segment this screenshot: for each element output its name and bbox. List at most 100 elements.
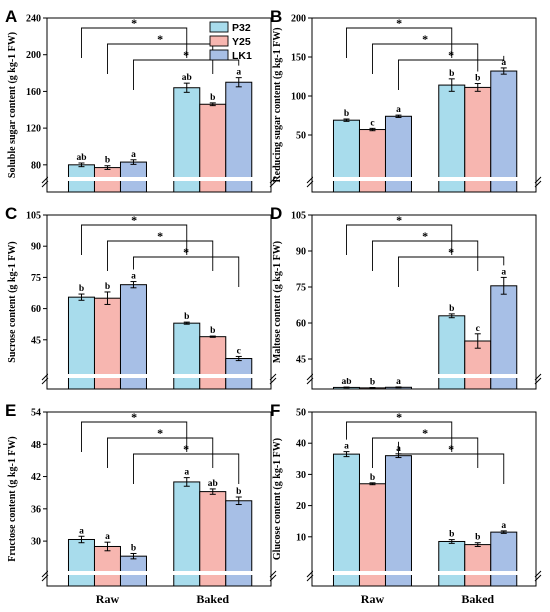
significance-letter: b: [449, 530, 454, 540]
legend-label: LK1: [232, 50, 252, 62]
significance-letter: b: [236, 487, 241, 497]
significance-star: *: [396, 410, 402, 424]
axis-break-mark: [269, 574, 277, 582]
bar-y25-baked: [464, 86, 492, 193]
y-tick-label: 80: [31, 160, 41, 171]
significance-letter: a: [501, 267, 506, 277]
significance-letter: b: [79, 284, 84, 294]
significance-bracket: [133, 59, 240, 90]
significance-letter: a: [396, 377, 401, 387]
bar-p32-raw: [67, 538, 95, 587]
significance-letter: b: [370, 378, 375, 388]
axis-break-mark: [41, 574, 49, 582]
y-tick-label: 54: [31, 408, 41, 419]
panel-label: B: [270, 7, 282, 26]
bar-y25-baked: [464, 544, 492, 587]
significance-star: *: [396, 16, 402, 30]
y-tick-label: 150: [291, 53, 306, 64]
bar-lk1-raw: [119, 284, 147, 390]
axis-break-mark: [534, 176, 542, 184]
significance-star: *: [422, 426, 428, 440]
significance-bracket: [107, 240, 214, 271]
significance-bracket: [346, 224, 453, 255]
axis-break-mark: [269, 373, 277, 381]
significance-letter: b: [105, 282, 110, 292]
significance-letter: b: [210, 326, 215, 336]
bar-p32-baked: [173, 481, 201, 587]
break-band: [48, 571, 270, 575]
significance-star: *: [157, 32, 163, 46]
legend-label: P32: [232, 22, 251, 34]
axis-break-mark: [306, 377, 314, 385]
break-band: [48, 177, 270, 181]
y-tick-label: 160: [26, 87, 41, 98]
legend-label: Y25: [232, 36, 251, 48]
significance-star: *: [422, 32, 428, 46]
bar-lk1-raw: [384, 455, 412, 587]
panel-label: E: [5, 401, 16, 420]
x-category-label: Raw: [96, 592, 120, 606]
y-tick-label: 45: [31, 335, 41, 346]
significance-letter: a: [184, 468, 189, 478]
axis-break-mark: [306, 574, 314, 582]
y-tick-label: 30: [296, 470, 306, 481]
significance-letter: c: [370, 118, 374, 128]
y-axis-label: Glucose content (g kg-1 FW): [272, 438, 283, 560]
significance-star: *: [157, 229, 163, 243]
axis-break-mark: [269, 180, 277, 188]
bar-p32-baked: [173, 87, 201, 193]
significance-bracket: [372, 43, 479, 74]
axis-break-mark: [41, 377, 49, 385]
plot-frame: [311, 17, 537, 193]
legend-swatch-y25: [209, 35, 229, 47]
y-tick-label: 200: [291, 14, 306, 25]
axis-break-mark: [41, 570, 49, 578]
y-tick-label: 40: [296, 439, 306, 450]
significance-star: *: [131, 213, 137, 227]
significance-star: *: [448, 245, 454, 259]
y-tick-label: 120: [26, 124, 41, 135]
significance-star: *: [183, 48, 189, 62]
significance-letter: b: [449, 69, 454, 79]
panel-a: 80 120 160 200 240 ab ab b b a a * * * A Soluble sugar …: [5, 7, 277, 193]
y-tick-label: 90: [296, 247, 306, 258]
plot-frame: [311, 214, 537, 390]
bar-lk1-baked: [490, 285, 518, 390]
significance-letter: b: [370, 473, 375, 483]
y-tick-label: 240: [26, 14, 41, 25]
significance-letter: ab: [341, 377, 351, 387]
significance-letter: a: [396, 105, 401, 115]
significance-letter: b: [449, 304, 454, 314]
significance-bracket: [372, 240, 479, 271]
y-tick-label: 45: [296, 355, 306, 366]
significance-bracket: [346, 421, 453, 452]
significance-letter: a: [501, 521, 506, 531]
significance-bracket: [107, 43, 214, 74]
x-category-label: Raw: [361, 592, 385, 606]
bar-lk1-baked: [225, 81, 253, 193]
significance-letter: a: [131, 272, 136, 282]
bar-y25-raw: [93, 297, 121, 390]
axis-break-mark: [269, 176, 277, 184]
panel-label: F: [270, 401, 280, 420]
axis-break-mark: [269, 377, 277, 385]
plot-frame: [46, 17, 272, 193]
axis-break-mark: [41, 180, 49, 188]
bar-p32-raw: [332, 119, 360, 193]
significance-letter: a: [105, 532, 110, 542]
significance-bracket: [398, 55, 505, 90]
y-tick-label: 36: [31, 504, 41, 515]
break-band: [313, 571, 535, 575]
axis-break-mark: [306, 373, 314, 381]
bar-y25-baked: [199, 336, 227, 390]
y-tick-label: 20: [296, 501, 306, 512]
significance-letter: b: [475, 74, 480, 84]
significance-bracket: [398, 441, 505, 484]
panel-d: 45 60 75 90 105 ab b b c a a * * * D Maltose content (g…: [270, 204, 542, 390]
plot-frame: [311, 411, 537, 587]
bar-y25-raw: [93, 545, 121, 587]
bar-p32-baked: [438, 315, 466, 390]
axis-break-mark: [41, 176, 49, 184]
y-axis-label: Reducing sugar content (g kg-1 FW): [272, 27, 283, 182]
